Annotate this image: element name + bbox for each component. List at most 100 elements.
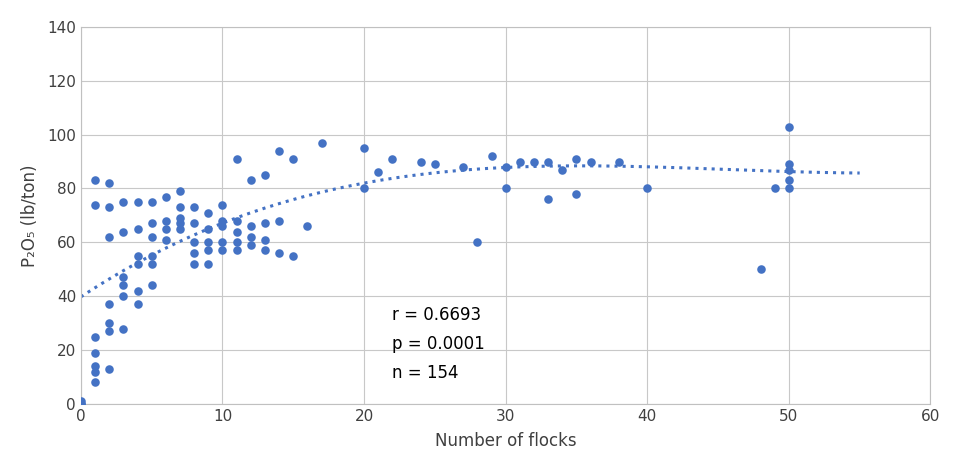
Point <box>781 123 797 130</box>
Point <box>215 247 231 254</box>
Point <box>87 177 103 184</box>
Point <box>130 252 145 260</box>
Point <box>159 225 174 233</box>
Point <box>357 144 372 152</box>
Point <box>144 282 160 289</box>
Point <box>483 153 499 160</box>
Point <box>115 292 131 300</box>
Point <box>87 368 103 375</box>
Point <box>512 158 528 165</box>
Point <box>781 166 797 173</box>
Point <box>115 325 131 333</box>
Point <box>640 185 655 192</box>
X-axis label: Number of flocks: Number of flocks <box>435 432 577 450</box>
Point <box>130 300 145 308</box>
Point <box>215 222 231 230</box>
Point <box>229 247 244 254</box>
Point <box>243 233 259 241</box>
Point <box>271 249 286 257</box>
Point <box>172 225 187 233</box>
Point <box>285 252 301 260</box>
Point <box>73 398 88 405</box>
Point <box>201 239 216 246</box>
Point <box>73 400 88 408</box>
Point <box>201 225 216 233</box>
Point <box>215 217 231 225</box>
Point <box>285 155 301 162</box>
Point <box>102 365 117 373</box>
Point <box>87 379 103 386</box>
Point <box>73 400 88 408</box>
Point <box>201 209 216 217</box>
Point <box>554 166 570 173</box>
Point <box>159 217 174 225</box>
Point <box>611 158 627 165</box>
Point <box>314 139 330 146</box>
Point <box>243 177 259 184</box>
Point <box>172 187 187 195</box>
Point <box>186 203 202 211</box>
Point <box>569 190 584 198</box>
Point <box>229 217 244 225</box>
Point <box>87 349 103 357</box>
Point <box>371 169 386 176</box>
Point <box>215 201 231 208</box>
Point <box>172 219 187 227</box>
Point <box>115 274 131 281</box>
Point <box>215 239 231 246</box>
Point <box>102 233 117 241</box>
Point <box>130 198 145 206</box>
Point <box>159 236 174 244</box>
Point <box>583 158 599 165</box>
Point <box>186 219 202 227</box>
Point <box>130 260 145 268</box>
Point <box>115 228 131 236</box>
Point <box>102 319 117 327</box>
Point <box>102 327 117 335</box>
Point <box>258 236 273 244</box>
Point <box>186 239 202 246</box>
Point <box>229 155 244 162</box>
Point <box>201 247 216 254</box>
Point <box>470 239 485 246</box>
Point <box>102 300 117 308</box>
Point <box>229 239 244 246</box>
Point <box>540 195 555 203</box>
Point <box>87 201 103 208</box>
Point <box>144 219 160 227</box>
Point <box>767 185 782 192</box>
Point <box>186 249 202 257</box>
Point <box>258 171 273 179</box>
Point <box>159 193 174 200</box>
Point <box>144 260 160 268</box>
Point <box>144 198 160 206</box>
Point <box>130 287 145 294</box>
Point <box>201 260 216 268</box>
Point <box>87 333 103 341</box>
Point <box>781 177 797 184</box>
Point <box>527 158 542 165</box>
Point <box>300 222 315 230</box>
Point <box>243 222 259 230</box>
Point <box>172 203 187 211</box>
Point <box>243 241 259 249</box>
Point <box>540 158 555 165</box>
Point <box>102 179 117 187</box>
Point <box>456 163 471 171</box>
Point <box>144 233 160 241</box>
Point <box>144 252 160 260</box>
Point <box>186 260 202 268</box>
Point <box>413 158 429 165</box>
Point <box>357 185 372 192</box>
Point <box>271 217 286 225</box>
Y-axis label: P₂O₅ (lb/ton): P₂O₅ (lb/ton) <box>21 164 38 267</box>
Point <box>569 155 584 162</box>
Text: r = 0.6693
p = 0.0001
n = 154: r = 0.6693 p = 0.0001 n = 154 <box>392 306 485 382</box>
Point <box>115 198 131 206</box>
Point <box>498 185 513 192</box>
Point <box>172 214 187 222</box>
Point <box>498 163 513 171</box>
Point <box>102 203 117 211</box>
Point <box>781 185 797 192</box>
Point <box>115 282 131 289</box>
